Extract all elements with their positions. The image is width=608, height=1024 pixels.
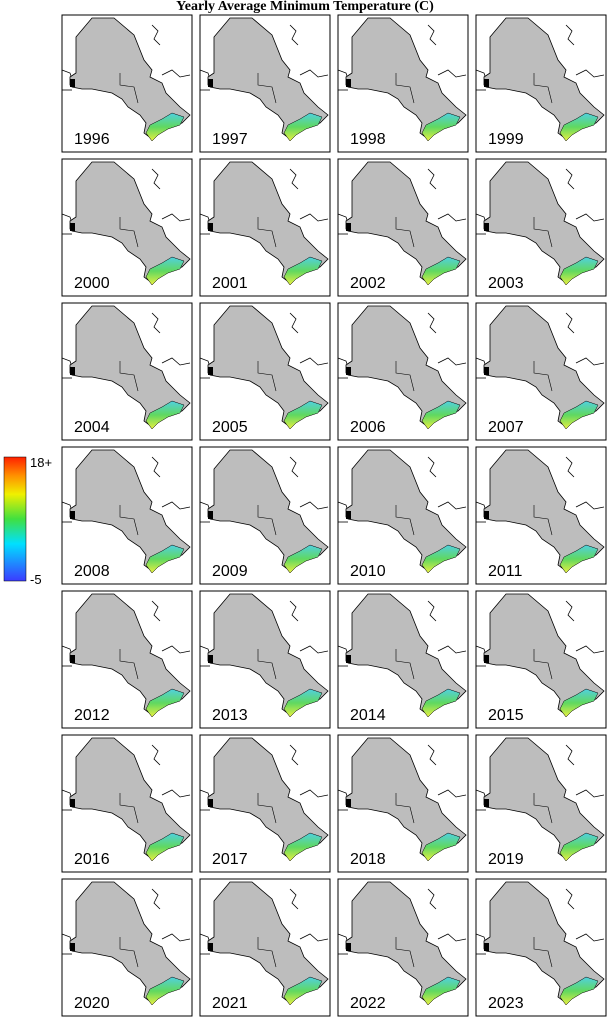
map-panel: 2022: [337, 878, 469, 1017]
year-label: 2007: [488, 419, 524, 436]
year-label: 2010: [350, 563, 386, 580]
map-panel: 2007: [475, 302, 607, 441]
year-label: 2021: [212, 995, 248, 1012]
year-label: 2003: [488, 275, 524, 292]
map-panel: 2012: [61, 590, 193, 729]
panel-grid: 1996 1997 1998 1999 2000 2001 2002 2003 2004 2005…: [61, 14, 607, 1017]
map-panel: 2020: [61, 878, 193, 1017]
year-label: 2011: [488, 563, 523, 580]
map-panel: 2005: [199, 302, 331, 441]
year-label: 2008: [74, 563, 110, 580]
map-panel: 2002: [337, 158, 469, 297]
year-label: 2013: [212, 707, 248, 724]
map-panel: 2013: [199, 590, 331, 729]
colorbar: [3, 456, 27, 582]
map-panel: 2011: [475, 446, 607, 585]
year-label: 2006: [350, 419, 386, 436]
map-panel: 2023: [475, 878, 607, 1017]
year-label: 2001: [212, 275, 248, 292]
map-panel: 2001: [199, 158, 331, 297]
year-label: 2019: [488, 851, 524, 868]
map-panel: 2003: [475, 158, 607, 297]
year-label: 1996: [74, 131, 110, 148]
year-label: 2015: [488, 707, 524, 724]
year-label: 2023: [488, 995, 524, 1012]
map-panel: 1998: [337, 14, 469, 153]
year-label: 2020: [74, 995, 110, 1012]
map-panel: 2004: [61, 302, 193, 441]
year-label: 2017: [212, 851, 248, 868]
year-label: 1997: [212, 131, 248, 148]
map-panel: 2021: [199, 878, 331, 1017]
map-panel: 2014: [337, 590, 469, 729]
map-panel: 2019: [475, 734, 607, 873]
map-panel: 2016: [61, 734, 193, 873]
map-panel: 2000: [61, 158, 193, 297]
year-label: 2000: [74, 275, 110, 292]
colorbar-max-label: 18+: [30, 455, 52, 470]
year-label: 2009: [212, 563, 248, 580]
year-label: 2005: [212, 419, 248, 436]
map-panel: 1996: [61, 14, 193, 153]
map-panel: 2015: [475, 590, 607, 729]
figure-title: Yearly Average Minimum Temperature (C): [176, 0, 434, 14]
map-panel: 2018: [337, 734, 469, 873]
map-panel: 2008: [61, 446, 193, 585]
year-label: 2016: [74, 851, 110, 868]
year-label: 2018: [350, 851, 386, 868]
map-panel: 2009: [199, 446, 331, 585]
year-label: 2002: [350, 275, 386, 292]
map-panel: 2010: [337, 446, 469, 585]
year-label: 2012: [74, 707, 110, 724]
map-panel: 1997: [199, 14, 331, 153]
map-panel: 2017: [199, 734, 331, 873]
map-panel: 2006: [337, 302, 469, 441]
year-label: 2014: [350, 707, 386, 724]
year-label: 2022: [350, 995, 386, 1012]
year-label: 1999: [488, 131, 524, 148]
year-label: 2004: [74, 419, 110, 436]
year-label: 1998: [350, 131, 386, 148]
colorbar-min-label: -5: [30, 572, 42, 587]
map-panel: 1999: [475, 14, 607, 153]
